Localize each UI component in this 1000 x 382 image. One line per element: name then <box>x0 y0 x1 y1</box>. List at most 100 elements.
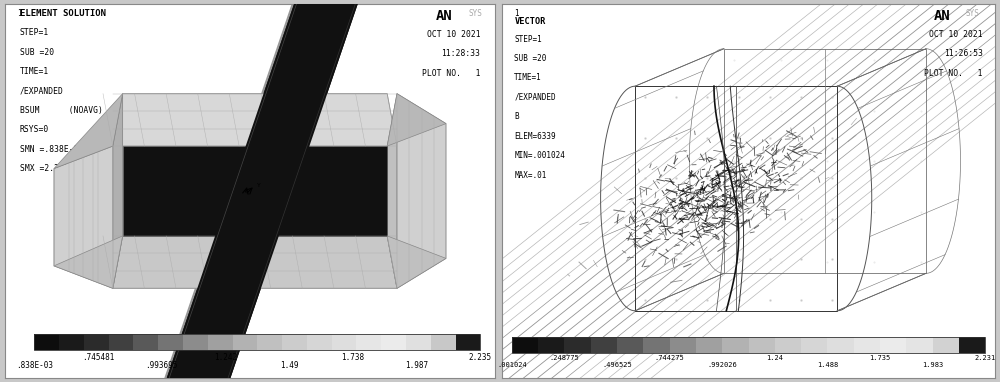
Text: OCT 10 2021: OCT 10 2021 <box>929 30 983 39</box>
Text: .744275: .744275 <box>655 355 684 361</box>
Polygon shape <box>167 4 358 378</box>
Text: SMX =2.235: SMX =2.235 <box>20 164 68 173</box>
Polygon shape <box>387 94 446 146</box>
Bar <box>456 334 480 350</box>
Text: .496525: .496525 <box>602 362 632 368</box>
Text: 1.735: 1.735 <box>869 355 891 361</box>
Bar <box>827 337 854 353</box>
Polygon shape <box>113 236 397 288</box>
Bar <box>722 337 748 353</box>
Bar <box>775 337 801 353</box>
Polygon shape <box>397 94 446 288</box>
Text: 1: 1 <box>514 10 519 18</box>
Text: 1: 1 <box>17 10 22 18</box>
Text: Y: Y <box>256 183 260 188</box>
Text: AN: AN <box>436 10 453 23</box>
Text: ELEMENT SOLUTION: ELEMENT SOLUTION <box>20 10 106 18</box>
Text: .745481: .745481 <box>82 353 114 362</box>
Bar <box>84 334 109 350</box>
Bar <box>635 86 837 311</box>
Bar <box>332 334 356 350</box>
Text: AN: AN <box>933 10 950 23</box>
Polygon shape <box>54 236 123 288</box>
Bar <box>959 337 985 353</box>
Text: 11:26:53: 11:26:53 <box>944 50 983 58</box>
Text: OCT 10 2021: OCT 10 2021 <box>427 30 480 39</box>
Bar <box>880 337 906 353</box>
Text: 2.235: 2.235 <box>469 353 492 362</box>
Bar <box>538 337 564 353</box>
Bar <box>906 337 933 353</box>
Text: SYS: SYS <box>468 10 482 18</box>
Bar <box>431 334 456 350</box>
Polygon shape <box>113 94 397 146</box>
Text: STEP=1: STEP=1 <box>514 34 542 44</box>
Text: .992026: .992026 <box>707 362 737 368</box>
Bar <box>34 334 59 350</box>
Polygon shape <box>169 4 304 378</box>
Text: 1.738: 1.738 <box>341 353 364 362</box>
Bar <box>512 337 538 353</box>
Bar <box>748 337 775 353</box>
Text: MAX=.01: MAX=.01 <box>514 171 547 180</box>
Bar <box>591 337 617 353</box>
Bar <box>133 334 158 350</box>
Bar <box>34 334 480 350</box>
Text: 1.987: 1.987 <box>405 361 428 370</box>
Text: SMN =.838E-03: SMN =.838E-03 <box>20 145 83 154</box>
Polygon shape <box>387 94 397 288</box>
Text: BSUM      (NOAVG): BSUM (NOAVG) <box>20 106 103 115</box>
Text: B: B <box>514 112 519 121</box>
Bar <box>724 49 926 274</box>
Bar <box>208 334 233 350</box>
Bar <box>109 334 133 350</box>
Text: TIME=1: TIME=1 <box>20 67 49 76</box>
Text: SYS: SYS <box>965 10 979 18</box>
Text: MIN=.001024: MIN=.001024 <box>514 151 565 160</box>
Text: 1.24: 1.24 <box>766 355 783 361</box>
Text: ELEM=6339: ELEM=6339 <box>514 132 556 141</box>
Polygon shape <box>167 4 358 378</box>
Bar <box>564 337 591 353</box>
Text: .838E-03: .838E-03 <box>16 361 53 370</box>
Bar <box>643 337 670 353</box>
Text: .248775: .248775 <box>550 355 579 361</box>
Bar <box>257 334 282 350</box>
Text: 1.488: 1.488 <box>817 362 838 368</box>
Text: PLOT NO.   1: PLOT NO. 1 <box>924 69 983 78</box>
Polygon shape <box>113 94 123 288</box>
Bar <box>512 337 985 353</box>
Polygon shape <box>387 236 446 288</box>
Bar <box>670 337 696 353</box>
Bar <box>183 334 208 350</box>
Polygon shape <box>164 4 299 378</box>
Text: 1.49: 1.49 <box>280 361 298 370</box>
Bar <box>406 334 431 350</box>
Text: 11:28:33: 11:28:33 <box>441 50 480 58</box>
Text: .001024: .001024 <box>497 362 527 368</box>
Text: RSYS=0: RSYS=0 <box>20 125 49 134</box>
Text: TIME=1: TIME=1 <box>514 73 542 83</box>
Bar <box>233 334 257 350</box>
Text: VECTOR: VECTOR <box>514 17 546 26</box>
Polygon shape <box>123 146 387 236</box>
Text: SUB =20: SUB =20 <box>20 48 54 57</box>
Bar <box>854 337 880 353</box>
Text: 1.242: 1.242 <box>214 353 237 362</box>
Bar <box>381 334 406 350</box>
Text: SUB =20: SUB =20 <box>514 54 547 63</box>
Polygon shape <box>54 146 113 288</box>
Text: /EXPANDED: /EXPANDED <box>20 87 64 96</box>
Text: /EXPANDED: /EXPANDED <box>514 93 556 102</box>
Bar <box>933 337 959 353</box>
Bar <box>617 337 643 353</box>
Text: .993695: .993695 <box>146 361 178 370</box>
Bar <box>356 334 381 350</box>
Bar <box>158 334 183 350</box>
Bar <box>282 334 307 350</box>
Bar <box>801 337 827 353</box>
Polygon shape <box>54 94 123 168</box>
Text: STEP=1: STEP=1 <box>20 28 49 37</box>
Bar <box>696 337 722 353</box>
Text: 1.983: 1.983 <box>922 362 943 368</box>
